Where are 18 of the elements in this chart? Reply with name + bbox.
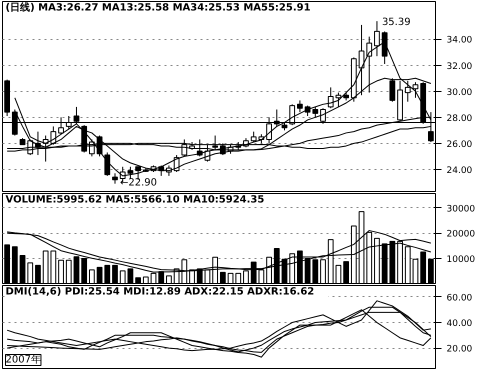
y-tick-label: 40.00 [446, 319, 473, 330]
chart-title: DMI(14,6) PDI:25.54 MDI:12.89 ADX:22.15 ADXR:16.62 [6, 286, 314, 298]
y-tick-label: 26.00 [446, 140, 473, 150]
y-tick-label: 30.00 [446, 88, 473, 98]
annotation: ←22.90 [120, 178, 158, 189]
annotation: 2007年 [6, 354, 41, 366]
chart-title: (日线) MA3:26.27 MA13:25.58 MA34:25.53 MA55:25.91 [6, 2, 311, 14]
y-tick-label: 60.00 [446, 293, 473, 304]
y-tick-label: 10000 [446, 254, 476, 265]
y-tick-label: 30000 [446, 204, 476, 214]
y-tick-label: 34.00 [446, 36, 473, 46]
y-tick-label: 28.00 [446, 114, 473, 124]
annotation: 35.39 [382, 17, 411, 28]
y-tick-label: 20000 [446, 230, 476, 240]
y-tick-label: 32.00 [446, 62, 473, 72]
text: VOLUME:5995.62 MA5:5566.10 MA10:5924.35 [6, 194, 264, 206]
y-tick-label: 20.00 [446, 344, 473, 355]
y-tick-label: 24.00 [446, 166, 473, 176]
